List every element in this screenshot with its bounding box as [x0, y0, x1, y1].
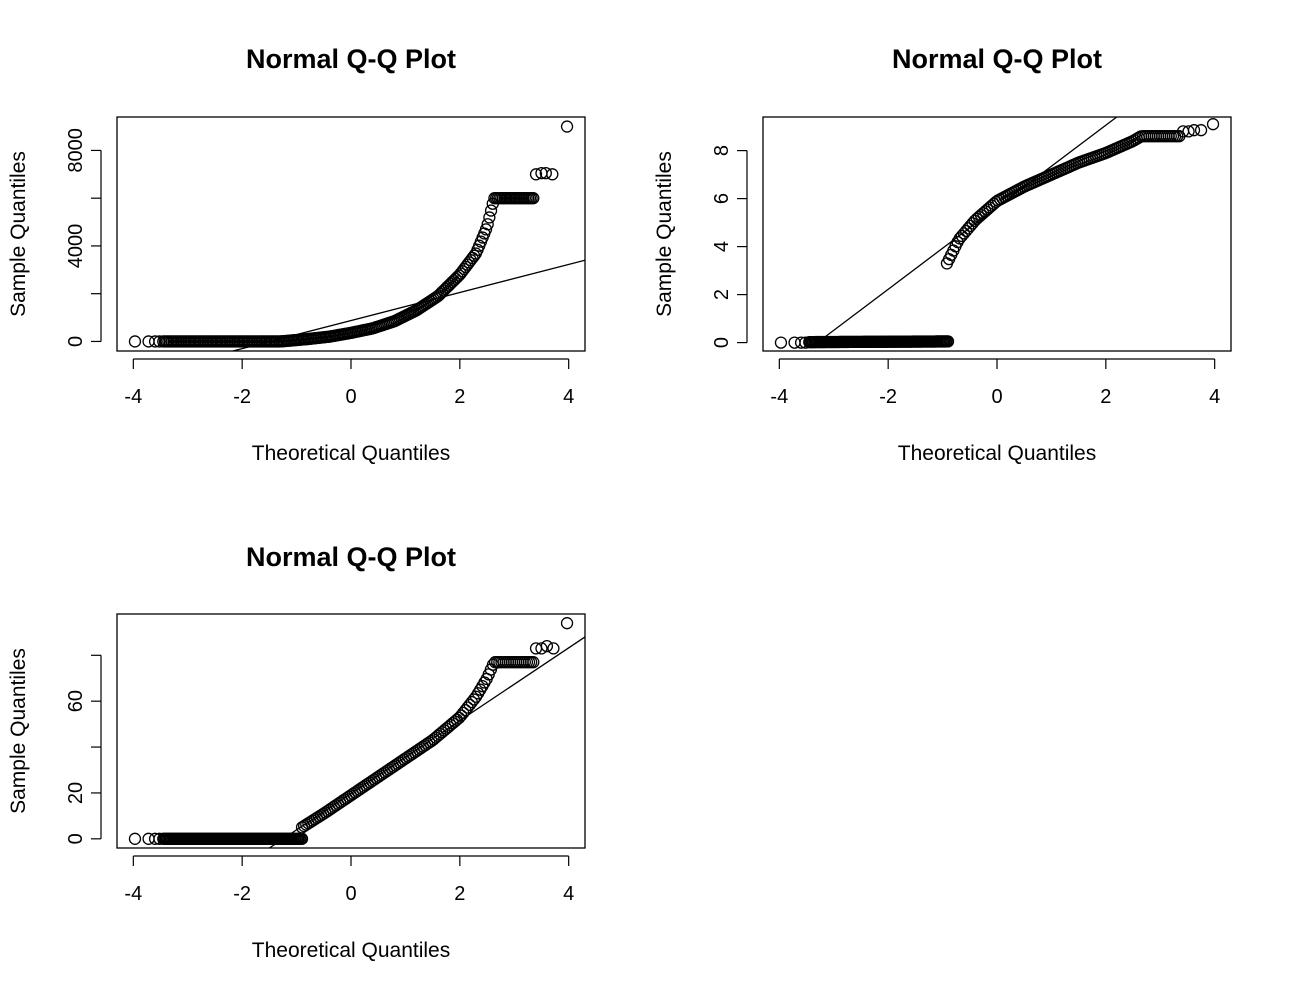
y-tick-label: 4000 [65, 224, 87, 269]
y-axis-label: Sample Quantiles [7, 648, 30, 814]
x-tick-label: 2 [454, 883, 465, 905]
y-tick-label: 6 [711, 193, 733, 204]
x-tick-label: 4 [563, 883, 574, 905]
y-tick-label: 4 [711, 241, 733, 252]
sample-point [450, 713, 464, 726]
sample-point [467, 693, 481, 706]
x-tick-label: -4 [770, 386, 788, 408]
y-axis-label: Sample Quantiles [7, 151, 30, 317]
sample-point [481, 218, 494, 231]
y-tick-label: 2 [711, 289, 733, 300]
x-axis-label: Theoretical Quantiles [898, 442, 1096, 465]
y-tick-label: 60 [65, 690, 87, 712]
x-tick-label: -2 [233, 883, 251, 905]
sample-point [540, 639, 554, 653]
sample-point [153, 832, 166, 845]
sample-point [539, 166, 552, 180]
plot-frame [116, 613, 586, 849]
sample-point [479, 223, 493, 236]
sample-point [142, 335, 155, 348]
sample-point [148, 832, 162, 845]
x-tick-label: 0 [345, 386, 356, 408]
y-tick-label: 0 [65, 336, 87, 347]
x-tick-label: 0 [991, 386, 1002, 408]
sample-point [1206, 118, 1220, 131]
x-axis-label: Theoretical Quantiles [252, 939, 450, 962]
sample-point [560, 617, 574, 630]
sample-point [987, 197, 1000, 210]
sample-point [774, 336, 788, 349]
y-tick-label: 20 [65, 782, 87, 804]
sample-point [546, 168, 559, 181]
sample-point [560, 120, 574, 133]
sample-points [774, 118, 1220, 349]
x-tick-label: -2 [233, 386, 251, 408]
qq-panel-3: Normal Q-Q Plot -4 -2 0 2 4 Theoretical Quanti… [7, 542, 586, 962]
sample-point [535, 642, 548, 655]
sample-point [941, 335, 955, 348]
x-tick-label: 4 [563, 386, 574, 408]
qq-reference-line [230, 259, 585, 351]
sample-point [527, 656, 540, 669]
x-tick-label: -2 [879, 386, 897, 408]
x-tick-label: 4 [1209, 386, 1220, 408]
y-axis-label: Sample Quantiles [653, 151, 676, 317]
qq-panel-2: Normal Q-Q Plot -4 -2 0 2 4 Theoretical Quanti… [653, 44, 1232, 465]
plot-frame [116, 116, 586, 352]
sample-point [788, 336, 801, 349]
sample-point [1187, 124, 1201, 137]
sample-point [966, 217, 979, 230]
x-tick-label: 0 [345, 883, 356, 905]
sample-point [527, 192, 540, 205]
sample-point [484, 204, 498, 217]
sample-point [799, 336, 812, 349]
chart-title: Normal Q-Q Plot [246, 542, 456, 572]
sample-point [529, 168, 543, 181]
sample-point [128, 832, 142, 845]
sample-point [547, 642, 560, 655]
chart-title: Normal Q-Q Plot [892, 44, 1102, 74]
sample-point [483, 211, 496, 224]
x-tick-label: 2 [454, 386, 465, 408]
sample-point [153, 335, 166, 348]
y-tick-label: 0 [711, 337, 733, 348]
sample-point [148, 335, 162, 348]
sample-point [128, 335, 142, 348]
plot-frame [762, 116, 1232, 352]
y-tick-label: 8 [711, 145, 733, 156]
x-tick-label: -4 [124, 883, 142, 905]
sample-points [128, 617, 574, 845]
qq-panel-1: Normal Q-Q Plot -4 -2 0 2 4 Theoretical Quanti… [7, 44, 586, 465]
chart-title: Normal Q-Q Plot [246, 44, 456, 74]
x-tick-label: -4 [124, 386, 142, 408]
sample-point [794, 336, 808, 349]
y-tick-label: 8000 [65, 128, 87, 173]
sample-point [142, 832, 155, 845]
sample-point [1194, 124, 1208, 137]
sample-point [468, 249, 481, 262]
x-axis-label: Theoretical Quantiles [252, 442, 450, 465]
x-tick-label: 2 [1100, 386, 1111, 408]
y-tick-label: 0 [65, 833, 87, 844]
sample-points [128, 120, 574, 348]
sample-point [1182, 125, 1195, 138]
